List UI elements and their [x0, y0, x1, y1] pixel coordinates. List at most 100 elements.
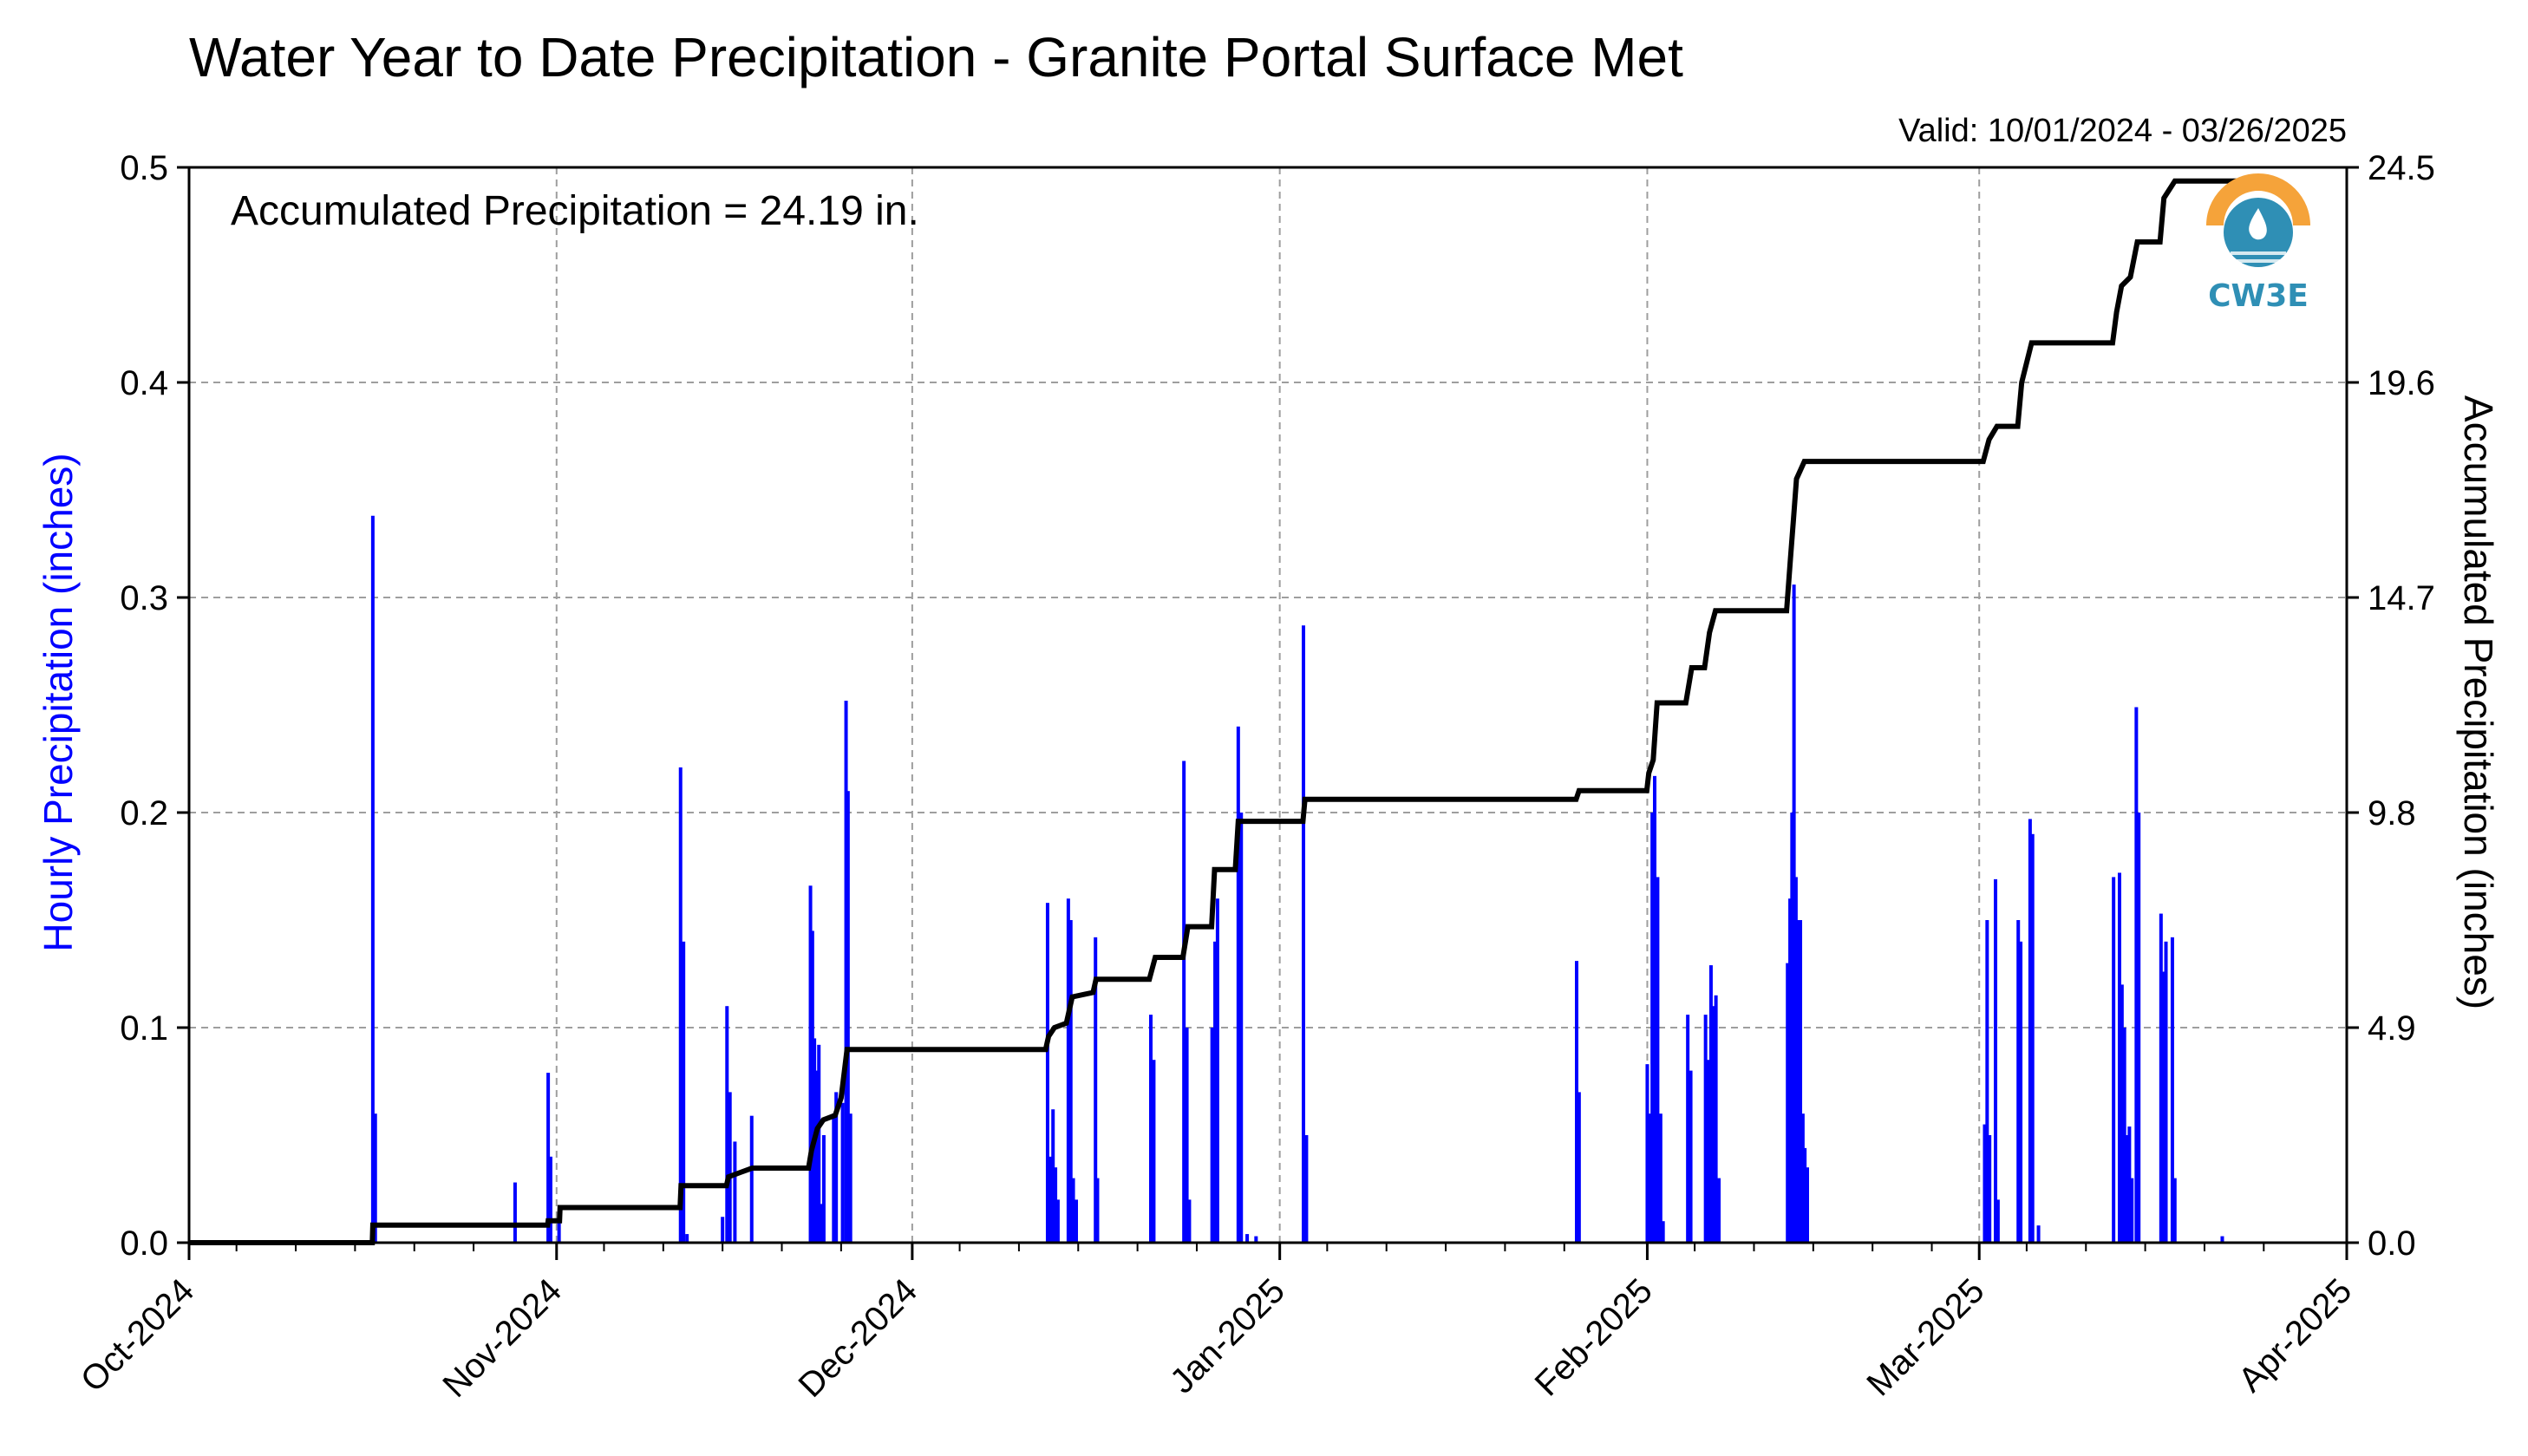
hourly-precip-bar: [810, 930, 814, 1243]
hourly-precip-bar: [749, 1115, 754, 1243]
right-tick-label: 0.0: [2368, 1224, 2416, 1263]
hourly-precip-bar: [1577, 1092, 1581, 1243]
x-tick-label: Feb-2025: [1528, 1271, 1660, 1403]
hourly-precip-bar: [1800, 1113, 1805, 1243]
hourly-precip-bar: [1796, 920, 1800, 1243]
hourly-precip-bar: [513, 1182, 517, 1243]
right-tick-label: 19.6: [2368, 364, 2435, 402]
hourly-precip-bar: [840, 1102, 845, 1243]
hourly-precip-bar: [1994, 878, 1998, 1243]
hourly-precip-bar: [733, 1141, 737, 1243]
hourly-precip-bar: [1048, 1156, 1053, 1243]
hourly-precip-bar: [821, 1135, 826, 1243]
hourly-precip-bar: [1650, 813, 1655, 1243]
hourly-precip-bar: [1983, 1124, 1987, 1243]
hourly-precip-bar: [557, 1212, 561, 1243]
hourly-precip-bar: [808, 885, 813, 1243]
left-axis-label: Hourly Precipitation (inches): [36, 453, 81, 951]
hourly-precip-bar: [1656, 877, 1660, 1243]
left-tick-label: 0.2: [120, 794, 168, 832]
hourly-precip-bar: [1686, 1015, 1690, 1243]
hourly-precip-bar: [1786, 963, 1790, 1243]
hourly-precip-bar: [1652, 775, 1656, 1243]
hourly-precip-bar: [1051, 1109, 1055, 1243]
hourly-precip-bar: [1645, 1064, 1649, 1243]
right-tick-label: 9.8: [2368, 794, 2416, 832]
hourly-precip-bar: [1988, 1135, 1992, 1243]
hourly-precip-bar: [1799, 920, 1803, 1243]
hourly-precip-bar: [546, 1073, 551, 1243]
hourly-precip-bar: [1302, 625, 1306, 1243]
hourly-precip-bar: [1066, 898, 1070, 1243]
hourly-precip-bar: [1187, 1199, 1192, 1243]
hourly-precip-bar: [2028, 819, 2032, 1243]
hourly-precip-bar: [1658, 1113, 1662, 1243]
hourly-precip-bar: [548, 1156, 552, 1243]
hourly-precip-bar: [1182, 761, 1186, 1243]
hourly-precip-bar: [820, 1204, 824, 1243]
hourly-precip-bar: [1792, 584, 1796, 1243]
logo-text: CW3E: [2208, 278, 2309, 314]
hourly-precip-bar: [1095, 1178, 1100, 1243]
hourly-precip-bar: [1054, 1167, 1058, 1243]
hourly-precip-bar: [1793, 877, 1798, 1243]
hourly-precip-bar: [1236, 726, 1240, 1243]
hourly-precip-bar: [1806, 1167, 1809, 1243]
hourly-precip-bar: [1074, 1199, 1078, 1243]
right-tick-label: 4.9: [2368, 1009, 2416, 1048]
hourly-precip-bar: [1574, 961, 1578, 1243]
hourly-precip-bar: [1210, 1028, 1214, 1243]
hourly-precipitation-bars: [370, 515, 2224, 1243]
accumulated-total-annotation: Accumulated Precipitation = 24.19 in.: [231, 188, 919, 234]
plot-frame: [187, 166, 2348, 1244]
hourly-precip-bar: [2161, 971, 2165, 1243]
hourly-precip-bar: [1304, 1135, 1309, 1243]
hourly-precip-bar: [1790, 813, 1794, 1243]
accumulated-precip-series-line: [189, 178, 2276, 1245]
grid-lines: [189, 167, 2347, 1243]
hourly-precip-bar: [1706, 1060, 1710, 1243]
right-tick-label: 24.5: [2368, 149, 2435, 187]
water-drop-icon: [2249, 208, 2267, 240]
hourly-precip-bar: [682, 941, 686, 1243]
hourly-precip-bar: [721, 1217, 725, 1243]
hourly-precip-bar: [2134, 707, 2139, 1243]
hourly-precip-bar: [834, 1092, 839, 1243]
x-tick-label: Oct-2024: [74, 1271, 201, 1399]
hourly-precip-bar: [2120, 984, 2124, 1243]
hourly-precip-bar: [2164, 941, 2168, 1243]
hourly-precip-bar: [2117, 872, 2121, 1243]
hourly-precip-bar: [1213, 941, 1218, 1243]
hourly-precip-bar: [2127, 1126, 2132, 1243]
hourly-precip-bar: [2112, 877, 2116, 1243]
x-tick-label: Mar-2025: [1859, 1271, 1991, 1403]
hourly-precip-bar: [2016, 920, 2021, 1243]
x-tick-label: Dec-2024: [792, 1271, 925, 1405]
valid-date-range: Valid: 10/01/2024 - 03/26/2025: [1898, 113, 2347, 149]
hourly-precip-bar: [1185, 1028, 1189, 1243]
hourly-precip-bar: [1071, 1178, 1075, 1243]
hourly-precip-bar: [817, 1044, 821, 1243]
hourly-precip-bar: [814, 1070, 819, 1243]
chart-title: Water Year to Date Precipitation - Grani…: [189, 26, 1683, 88]
hourly-precip-bar: [2172, 1178, 2177, 1243]
hourly-precip-bar: [1149, 1015, 1153, 1243]
hourly-precip-bar: [1788, 898, 1793, 1243]
hourly-precip-bar: [1239, 813, 1244, 1243]
hourly-precip-bar: [725, 1006, 729, 1243]
hourly-precip-bar: [2220, 1236, 2224, 1243]
axes: 0.0 0.1 0.2 0.3 0.4 0.5 0.0 4.9 9.8 14.7 19.6 24.5 O…: [74, 149, 2435, 1405]
hourly-precip-bar: [1648, 1113, 1652, 1243]
hourly-precip-bar: [685, 1234, 689, 1243]
hourly-precip-bar: [1803, 1147, 1807, 1243]
hourly-precip-bar: [844, 701, 848, 1243]
hourly-precip-bar: [1215, 898, 1219, 1243]
cw3e-logo: CW3E: [2206, 173, 2310, 314]
hourly-precip-bar: [2122, 1028, 2126, 1243]
hourly-precip-bar: [1717, 1178, 1721, 1243]
hourly-precip-bar: [1689, 1070, 1693, 1243]
hourly-precip-bar: [2170, 937, 2174, 1243]
hourly-precip-bar: [1094, 937, 1098, 1243]
hourly-precip-bar: [1714, 995, 1718, 1243]
